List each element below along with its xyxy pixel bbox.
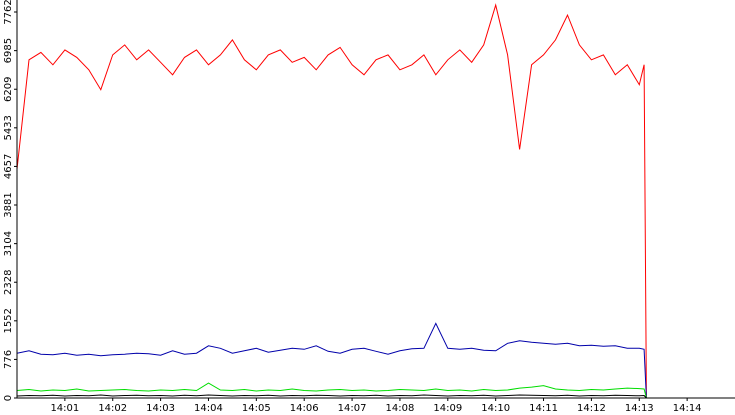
- x-tick-label: 14:02: [98, 403, 127, 414]
- x-tick-label: 14:05: [242, 403, 271, 414]
- y-tick-label: 5433: [3, 115, 14, 140]
- series-line: [16, 322, 647, 399]
- x-tick-label: 14:10: [481, 403, 510, 414]
- y-tick-label: 1552: [3, 308, 14, 333]
- x-tick-label: 14:03: [146, 403, 175, 414]
- y-tick-label: 7762: [3, 0, 14, 25]
- x-tick-label: 14:04: [194, 403, 223, 414]
- y-tick-label: 6985: [3, 38, 14, 63]
- x-tick-label: 14:07: [338, 403, 367, 414]
- y-tick-label: 4657: [3, 154, 14, 179]
- y-tick-label: 3881: [3, 192, 14, 217]
- y-tick-label: 0: [3, 395, 14, 401]
- x-tick-label: 14:01: [50, 403, 79, 414]
- series-line: [16, 3, 647, 399]
- x-tick-label: 14:09: [433, 403, 462, 414]
- x-tick-label: 14:11: [529, 403, 558, 414]
- x-tick-label: 14:14: [673, 403, 702, 414]
- series-line: [16, 382, 647, 399]
- series-line: [16, 394, 647, 399]
- y-tick-label: 2328: [3, 270, 14, 295]
- y-tick-label: 3104: [3, 231, 14, 256]
- x-tick-label: 14:08: [386, 403, 415, 414]
- y-tick-label: 776: [3, 350, 14, 369]
- x-tick-label: 14:12: [577, 403, 606, 414]
- y-tick-label: 6209: [3, 77, 14, 102]
- x-tick-label: 14:13: [625, 403, 654, 414]
- x-tick-label: 14:06: [290, 403, 319, 414]
